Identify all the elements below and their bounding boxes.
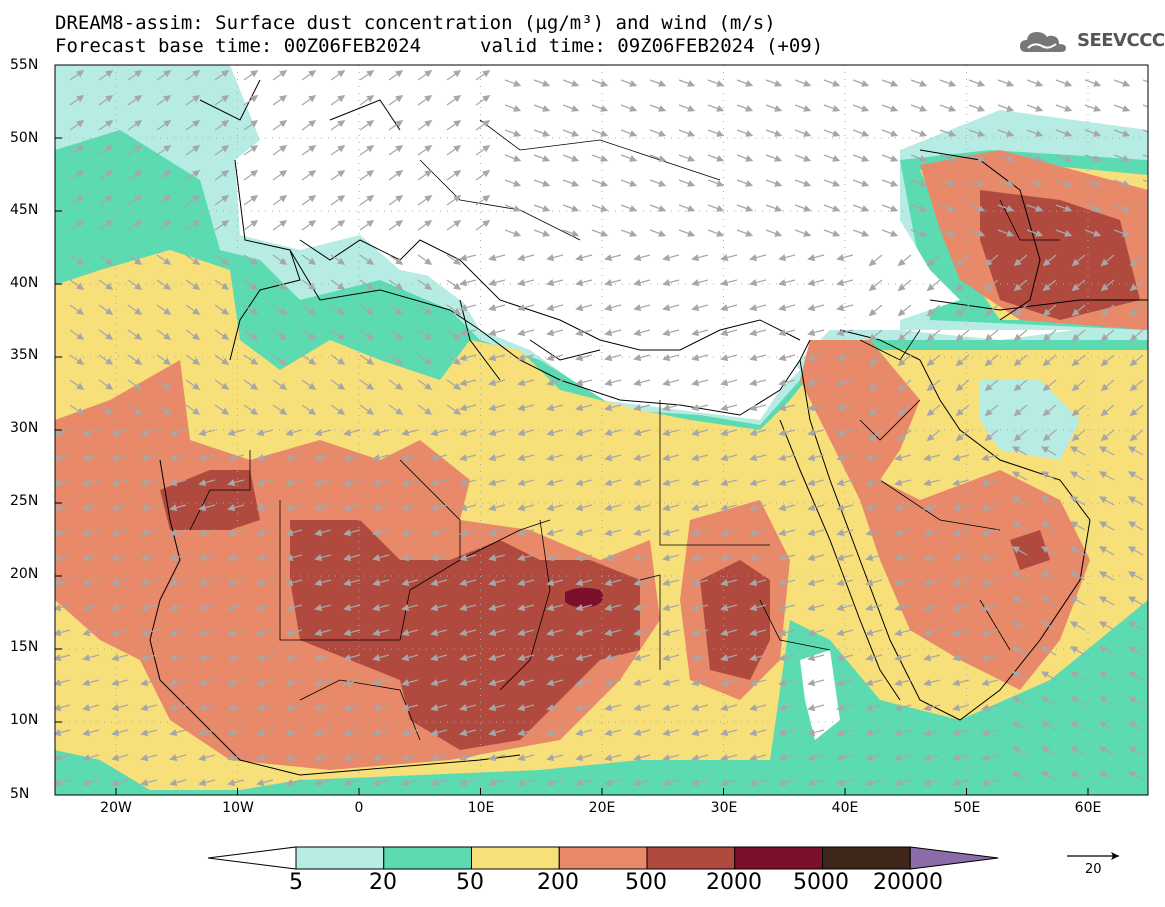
cloud-icon xyxy=(1020,32,1066,52)
lon-label-10e: 10E xyxy=(467,800,495,816)
lon-label-50e: 50E xyxy=(953,800,981,816)
lat-label-25n: 25N xyxy=(10,493,39,509)
colorbar-label-500: 500 xyxy=(625,870,667,895)
country-borders xyxy=(189,119,1060,741)
lat-label-30n: 30N xyxy=(10,420,39,436)
lat-label-55n: 55N xyxy=(10,57,39,73)
lat-label-20n: 20N xyxy=(10,566,39,582)
lon-label-60e: 60E xyxy=(1074,800,1102,816)
logo-text: SEEVCCC xyxy=(1077,30,1165,51)
wind-reference-label: 20 xyxy=(1085,862,1102,877)
lon-label-20e: 20E xyxy=(588,800,616,816)
colorbar-label-20000: 20000 xyxy=(873,870,943,895)
wind-arrows xyxy=(55,70,1148,787)
coastlines xyxy=(149,79,1148,776)
colorbar-label-20: 20 xyxy=(369,870,397,895)
colorbar-label-5000: 5000 xyxy=(793,870,849,895)
colorbar-label-50: 50 xyxy=(456,870,484,895)
colorbar-label-2000: 2000 xyxy=(706,870,762,895)
lon-label-0: 0 xyxy=(354,800,364,816)
lat-label-10n: 10N xyxy=(10,712,39,728)
valid-time: valid time: 09Z06FEB2024 (+09) xyxy=(480,35,824,57)
lat-label-15n: 15N xyxy=(10,639,39,655)
colorbar-label-200: 200 xyxy=(537,870,579,895)
title-line-1: DREAM8-assim: Surface dust concentration… xyxy=(55,12,776,34)
wind-reference-arrow xyxy=(1067,852,1119,860)
lat-label-50n: 50N xyxy=(10,130,39,146)
lat-label-5n: 5N xyxy=(10,786,30,802)
lon-label-10w: 10W xyxy=(222,800,254,816)
lon-label-20w: 20W xyxy=(100,800,132,816)
dust-field xyxy=(55,65,1148,795)
colorbar-label-5: 5 xyxy=(289,870,303,895)
lon-label-30e: 30E xyxy=(710,800,738,816)
lat-label-35n: 35N xyxy=(10,347,39,363)
lon-label-40e: 40E xyxy=(831,800,859,816)
axis-ticks xyxy=(55,64,1089,796)
title-line-2: Forecast base time: 00Z06FEB2024 xyxy=(55,35,422,57)
lat-label-45n: 45N xyxy=(10,202,39,218)
lat-label-40n: 40N xyxy=(10,275,39,291)
